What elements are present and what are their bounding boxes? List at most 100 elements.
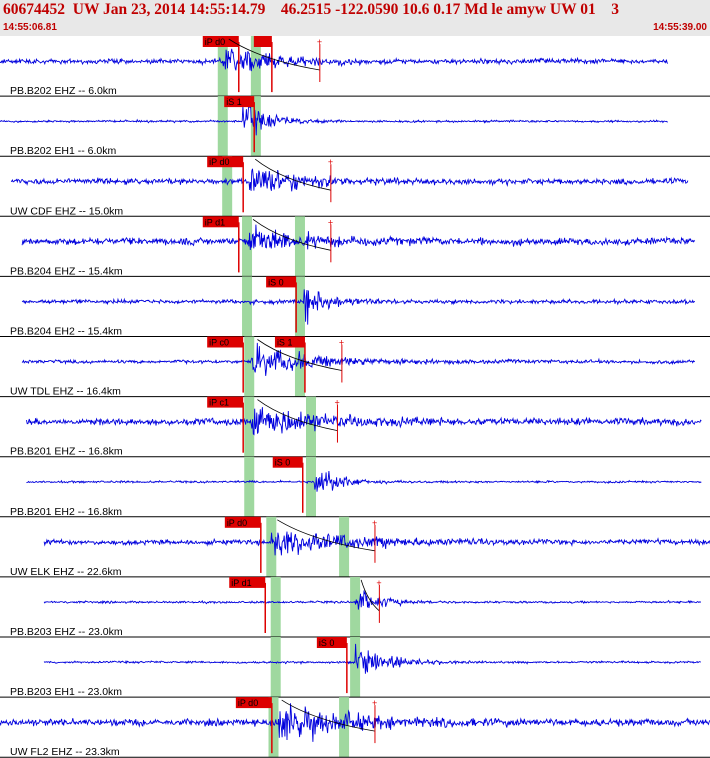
s-pick-label: iS 1	[277, 338, 293, 348]
coda-plus: +	[372, 698, 377, 708]
channel-label: PB.B203 EHZ -- 23.0km	[10, 626, 123, 638]
waveform-trace	[0, 105, 668, 136]
p-pick-flag	[202, 216, 239, 228]
p-window	[270, 637, 281, 698]
channel-label: UW ELK EHZ -- 22.6km	[10, 566, 122, 578]
coda-plus: +	[376, 578, 381, 588]
waveform-trace	[0, 703, 710, 742]
channel-row: iP d0 + PB.B202 EHZ -- 6.0km	[0, 36, 710, 97]
p-pick-flag	[202, 36, 239, 47]
channel-row: iS 0 PB.B201 EH2 -- 16.8km	[0, 456, 710, 518]
s-pick-label: iS 0	[275, 458, 291, 468]
channel-row: iP d0 + UW FL2 EHZ -- 23.3km	[0, 697, 710, 758]
channel-label: PB.B201 EH2 -- 16.8km	[10, 506, 122, 518]
waveform-trace	[21, 224, 696, 251]
p-window	[268, 697, 279, 758]
s-window	[305, 396, 316, 457]
p-pick-flag	[235, 697, 272, 709]
s-pick-flag	[253, 36, 272, 47]
channel-row: iS 1 PB.B202 EH1 -- 6.0km	[0, 96, 710, 157]
p-pick-flag	[207, 336, 244, 348]
p-pick-label: iP d0	[238, 698, 258, 708]
channel-row: iP d0 + UW CDF EHZ -- 15.0km	[0, 156, 710, 217]
s-pick-flag	[272, 456, 303, 468]
s-pick-flag	[224, 96, 255, 108]
coda-curve	[252, 218, 331, 251]
channel-label: UW CDF EHZ -- 15.0km	[10, 205, 123, 217]
channel-row: iP c1 + PB.B201 EHZ -- 16.8km	[0, 396, 710, 458]
s-pick-label: iS 0	[319, 638, 335, 648]
coda-curve	[360, 579, 380, 612]
p-window	[217, 36, 228, 97]
coda-plus: +	[328, 217, 333, 227]
p-pick-flag	[224, 516, 261, 528]
coda-curve	[254, 158, 331, 191]
p-window	[242, 276, 253, 337]
waveform-trace	[21, 289, 696, 325]
p-window	[266, 516, 277, 577]
p-pick-label: iP c0	[209, 338, 229, 348]
p-pick-label: iP d0	[227, 518, 247, 528]
s-pick-label: iS 0	[268, 277, 284, 287]
p-window	[244, 336, 255, 397]
p-pick-label: iP d0	[205, 37, 225, 47]
s-window	[350, 637, 361, 698]
p-pick-flag	[207, 156, 244, 168]
channel-row: iP c0 iS 1 + UW TDL EHZ -- 16.4km	[0, 336, 710, 398]
coda-plus: +	[339, 338, 344, 348]
p-window	[244, 396, 255, 457]
coda-plus: +	[328, 157, 333, 167]
s-window	[339, 516, 350, 577]
s-window	[250, 36, 261, 97]
coda-curve	[257, 339, 342, 371]
channel-label: PB.B201 EHZ -- 16.8km	[10, 446, 123, 458]
s-pick-label: iS 1	[226, 97, 242, 107]
waveform-trace	[21, 342, 696, 376]
p-pick-label: iP c1	[209, 398, 229, 408]
channel-row: iP d1 + PB.B203 EHZ -- 23.0km	[0, 576, 710, 638]
channel-label: PB.B203 EH1 -- 23.0km	[10, 686, 122, 698]
waveform-trace	[43, 643, 701, 674]
coda-curve	[228, 38, 320, 71]
event-header: 60674452 UW Jan 23, 2014 14:55:14.79 46.…	[0, 0, 710, 36]
s-pick-flag	[274, 336, 305, 348]
waveform-trace	[43, 590, 702, 610]
time-start-label: 14:55:06.81	[3, 22, 57, 33]
channel-label: PB.B202 EH1 -- 6.0km	[10, 145, 116, 157]
p-pick-flag	[207, 396, 244, 408]
s-pick-flag	[316, 637, 347, 648]
waveform-trace	[26, 470, 702, 492]
channel-row: iS 0 PB.B203 EH1 -- 23.0km	[0, 637, 710, 698]
channel-row: iP d0 + UW ELK EHZ -- 22.6km	[0, 516, 710, 578]
waveform-trace	[10, 168, 689, 192]
p-pick-label: iP d1	[231, 578, 251, 588]
coda-plus: +	[372, 518, 377, 528]
waveform-trace	[0, 48, 669, 72]
s-window	[294, 276, 305, 337]
p-window	[244, 456, 255, 517]
time-end-label: 14:55:39.00	[653, 22, 707, 33]
coda-curve	[281, 699, 376, 732]
seismogram-plot: iP d0 + PB.B202 EHZ -- 6.0km iS 1 PB.B202 EH…	[0, 36, 710, 758]
channel-row: iP d1 + PB.B204 EHZ -- 15.4km	[0, 216, 710, 277]
s-window	[305, 456, 316, 517]
s-pick-flag	[266, 276, 297, 288]
s-window	[350, 576, 361, 637]
channel-label: PB.B204 EH2 -- 15.4km	[10, 326, 122, 338]
s-window	[294, 216, 305, 277]
coda-plus: +	[334, 398, 339, 408]
channel-row: iS 0 PB.B204 EH2 -- 15.4km	[0, 276, 710, 338]
p-pick-flag	[229, 576, 266, 588]
channel-label: PB.B204 EHZ -- 15.4km	[10, 265, 123, 277]
channel-label: UW TDL EHZ -- 16.4km	[10, 386, 121, 398]
p-window	[242, 216, 253, 277]
waveform-trace	[26, 407, 702, 436]
p-pick-label: iP d0	[209, 157, 229, 167]
coda-curve	[277, 519, 376, 552]
channel-label: UW FL2 EHZ -- 23.3km	[10, 746, 120, 758]
coda-plus: +	[317, 37, 322, 47]
coda-curve	[257, 399, 338, 431]
s-window	[294, 336, 305, 397]
p-window	[270, 576, 281, 637]
event-title: 60674452 UW Jan 23, 2014 14:55:14.79 46.…	[3, 1, 619, 18]
